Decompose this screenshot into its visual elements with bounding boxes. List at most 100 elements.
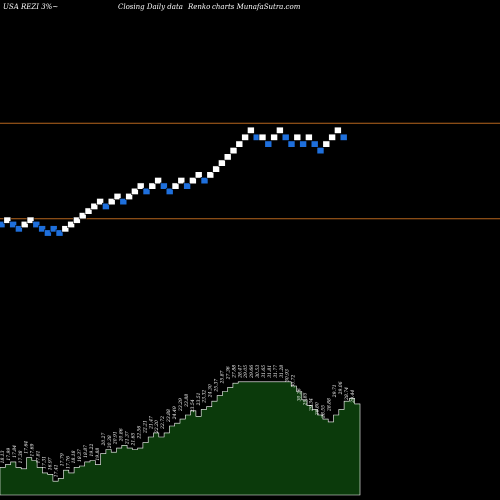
data-type-label: Closing Daily data xyxy=(118,3,183,11)
price-label: 17.84 xyxy=(12,445,18,458)
down-brick xyxy=(38,225,46,233)
price-label: 22.56 xyxy=(136,426,142,440)
down-brick xyxy=(310,140,319,148)
down-brick xyxy=(15,225,23,233)
up-brick xyxy=(113,193,122,201)
price-label: 30.72 xyxy=(291,374,297,387)
price-label: 31.28 xyxy=(279,365,285,378)
up-brick xyxy=(322,140,331,148)
price-label: 20.91 xyxy=(113,431,119,445)
price-label: 27.36 xyxy=(225,366,231,380)
up-brick xyxy=(125,193,133,201)
price-label: 29.85 xyxy=(303,392,309,406)
price-label: 23.51 xyxy=(196,393,202,407)
price-label: 17.99 xyxy=(6,448,12,461)
up-brick xyxy=(73,216,81,224)
down-brick xyxy=(44,229,52,237)
down-brick xyxy=(281,133,290,141)
up-brick xyxy=(206,171,215,179)
down-brick xyxy=(0,221,6,229)
up-brick xyxy=(328,133,336,141)
down-brick xyxy=(339,133,348,141)
price-label: 18.87 xyxy=(83,445,89,458)
up-brick xyxy=(241,133,249,141)
down-brick xyxy=(165,187,174,195)
ticker-label: USA REZI 3%~ xyxy=(3,3,59,11)
up-brick xyxy=(305,133,313,141)
price-label: 20.38 xyxy=(107,435,113,449)
brand-label: charts MunafaSutra.com xyxy=(212,3,301,11)
price-label: 30.53 xyxy=(255,365,261,378)
up-brick xyxy=(148,182,157,190)
price-label: 20.27 xyxy=(101,432,107,446)
up-brick xyxy=(20,221,29,229)
up-brick xyxy=(136,182,145,190)
price-label: 23.54 xyxy=(190,399,196,413)
price-label: 31.77 xyxy=(273,365,279,378)
price-label: 21.37 xyxy=(125,431,131,445)
down-brick xyxy=(102,202,110,210)
down-brick xyxy=(55,229,64,237)
up-brick xyxy=(61,225,70,233)
up-brick xyxy=(334,126,342,134)
price-label: 23.32 xyxy=(202,390,208,404)
up-brick xyxy=(67,221,75,229)
price-label: 22.21 xyxy=(142,420,148,434)
up-brick xyxy=(247,126,255,134)
volume-area xyxy=(0,381,361,496)
price-label: 18.18 xyxy=(71,450,77,463)
down-brick xyxy=(119,198,128,206)
price-label: 20.86 xyxy=(119,428,125,442)
price-label: 27.88 xyxy=(231,365,237,379)
price-label: 28.80 xyxy=(314,402,320,416)
down-brick xyxy=(32,221,41,229)
up-brick xyxy=(177,177,186,185)
price-label: 17.41 xyxy=(53,464,59,477)
price-label: 23.29 xyxy=(178,398,184,412)
price-label: 19.88 xyxy=(95,448,101,461)
up-brick xyxy=(3,216,12,224)
up-brick xyxy=(84,207,93,215)
up-brick xyxy=(78,212,87,220)
price-label: 24.49 xyxy=(172,406,178,420)
down-brick xyxy=(299,140,307,148)
down-brick xyxy=(142,187,151,195)
down-brick xyxy=(9,221,17,229)
price-label: 17.76 xyxy=(65,456,71,469)
up-brick xyxy=(270,133,278,141)
renko-bricks xyxy=(0,126,348,237)
price-label: 17.31 xyxy=(42,456,48,469)
price-label: 18.13 xyxy=(0,450,6,463)
up-brick xyxy=(26,216,35,224)
up-brick xyxy=(218,159,226,167)
price-label: 25.37 xyxy=(214,379,220,393)
up-brick xyxy=(258,133,267,141)
down-brick xyxy=(200,177,209,185)
price-label: 30.26 xyxy=(297,388,303,401)
price-label: 31.65 xyxy=(261,365,267,378)
price-label: 23.88 xyxy=(166,409,172,423)
price-label: 25.87 xyxy=(220,370,226,384)
volume-area-path xyxy=(0,381,361,496)
up-brick xyxy=(171,182,180,190)
price-label: 22.20 xyxy=(154,420,160,434)
down-brick xyxy=(183,182,191,190)
up-brick xyxy=(194,171,203,179)
up-brick xyxy=(189,177,197,185)
price-label: 29.71 xyxy=(332,384,338,398)
price-label: 29.34 xyxy=(309,398,315,412)
price-label: 17.79 xyxy=(59,453,65,466)
up-brick xyxy=(223,153,232,161)
price-label: 21.65 xyxy=(131,432,137,446)
price-label: 29.66 xyxy=(249,365,255,379)
price-label: 17.69 xyxy=(30,443,36,456)
price-label: 21.47 xyxy=(148,416,154,430)
up-brick xyxy=(235,140,244,148)
up-brick xyxy=(276,126,284,134)
price-label: 31.81 xyxy=(267,365,273,378)
up-brick xyxy=(154,177,162,185)
up-brick xyxy=(90,202,99,210)
reference-lines xyxy=(0,122,500,220)
